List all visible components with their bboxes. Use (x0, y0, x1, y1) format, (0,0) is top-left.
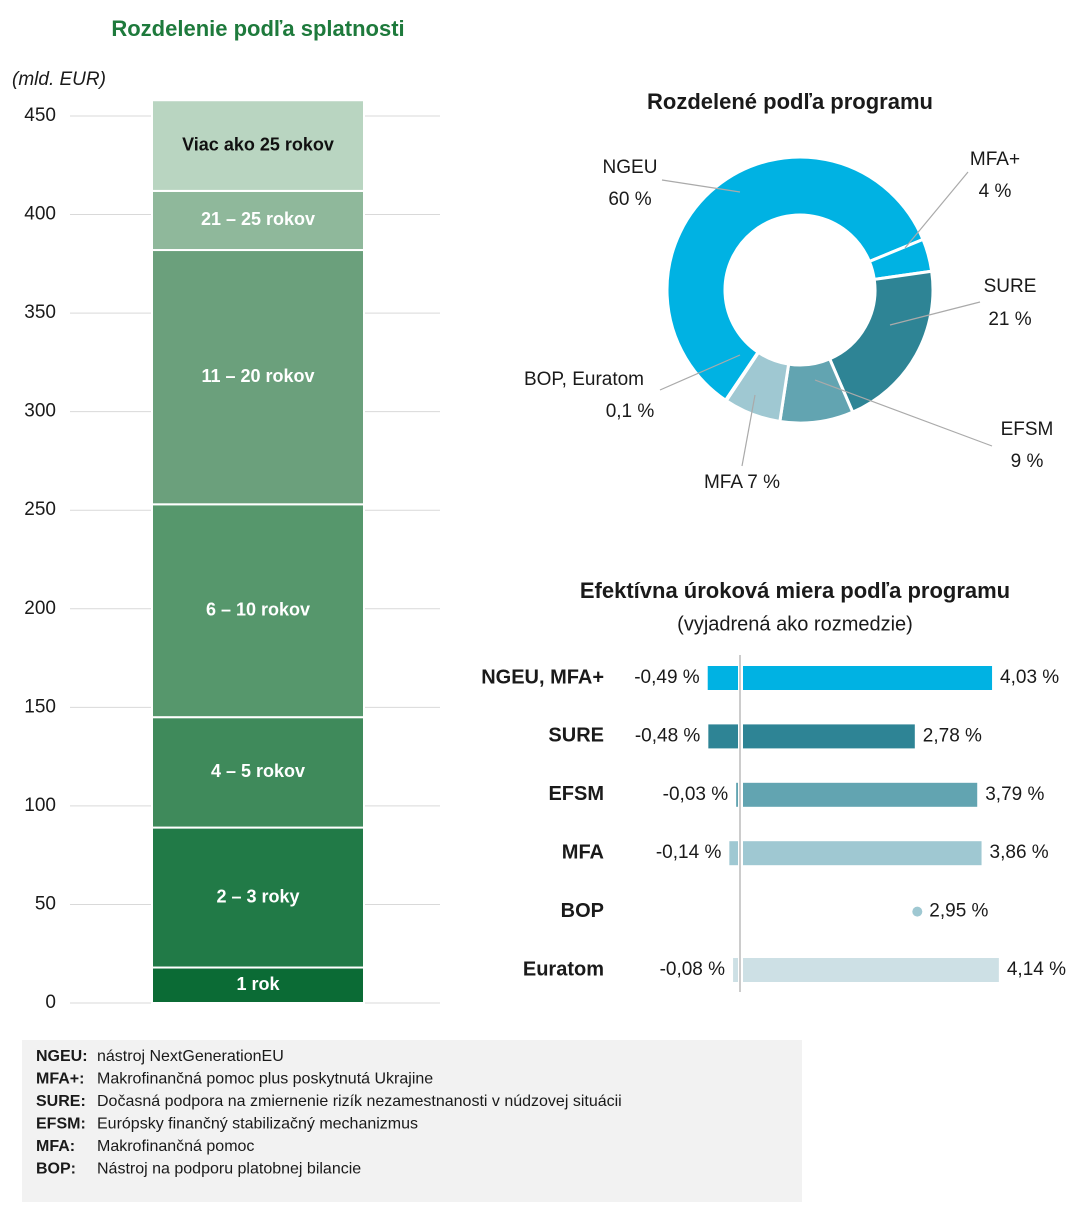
range-neg (729, 841, 738, 866)
bar-segment (151, 503, 365, 719)
bar-segment (151, 189, 365, 252)
min-label: -0,49 % (634, 667, 700, 688)
slice-name: MFA+ (970, 149, 1020, 170)
y-tick-label: 50 (35, 893, 56, 914)
range-pos (743, 958, 999, 982)
slice-name: BOP, Euratom (524, 369, 644, 390)
bar-segment (151, 716, 365, 829)
category-label: BOP (561, 900, 604, 922)
segment-label: 21 – 25 rokov (201, 209, 315, 229)
bar-segment (151, 826, 365, 969)
range-pos (743, 841, 982, 866)
leader-line (904, 171, 969, 249)
max-label: 2,78 % (923, 725, 982, 746)
donut-title: Rozdelené podľa programu (647, 89, 933, 114)
bar-title: Rozdelenie podľa splatnosti (111, 16, 404, 41)
slice-label: MFA 7 % (704, 472, 780, 493)
glossary-abbr: MFA: (36, 1138, 75, 1155)
y-tick-label: 200 (24, 598, 56, 619)
y-tick-label: 100 (24, 795, 56, 816)
max-label: 3,86 % (990, 842, 1049, 863)
min-label: -0,48 % (635, 725, 701, 746)
segment-label: 11 – 20 rokov (201, 366, 314, 386)
segment-label: 1 rok (236, 974, 280, 994)
max-label: 4,03 % (1000, 667, 1059, 688)
segment-label: 4 – 5 rokov (211, 761, 305, 781)
slice-value: 60 % (608, 189, 651, 210)
donut-slice (827, 269, 935, 415)
slice-name: NGEU (603, 157, 658, 178)
slice-value: 9 % (1011, 451, 1044, 472)
category-label: Euratom (523, 958, 604, 980)
category-label: NGEU, MFA+ (481, 666, 604, 688)
y-tick-label: 350 (24, 302, 56, 323)
range-neg (707, 666, 738, 690)
range-pos (743, 666, 993, 690)
y-tick-label: 250 (24, 499, 56, 520)
glossary-abbr: EFSM: (36, 1116, 86, 1133)
segment-label: Viac ako 25 rokov (182, 134, 334, 154)
y-tick-label: 300 (24, 401, 56, 422)
slice-name: EFSM (1001, 419, 1054, 440)
range-subtitle: (vyjadrená ako rozmedzie) (677, 613, 913, 635)
slice-value: 21 % (988, 309, 1031, 330)
slice-name: SURE (984, 276, 1037, 297)
max-label: 4,14 % (1007, 959, 1066, 980)
glossary-abbr: SURE: (36, 1093, 86, 1110)
min-label: -0,08 % (660, 959, 726, 980)
bar-segment (151, 99, 365, 192)
glossary-text: Nástroj na podporu platobnej bilancie (97, 1161, 361, 1178)
glossary-text: Európsky finančný stabilizačný mechanizm… (97, 1116, 418, 1133)
donut-slice (665, 155, 925, 403)
glossary: NGEU: nástroj NextGenerationEU MFA+: Makrof… (36, 1048, 622, 1178)
range-neg (736, 782, 738, 807)
category-label: SURE (548, 725, 604, 747)
range-pos (743, 724, 915, 749)
leader-line (661, 179, 741, 193)
range-title: Efektívna úroková miera podľa programu (580, 578, 1010, 603)
min-label: -0,03 % (663, 784, 729, 805)
bar-segment (151, 249, 365, 506)
leader-line (741, 394, 756, 467)
max-label: 3,79 % (985, 784, 1044, 805)
slice-name: MFA (704, 472, 743, 493)
glossary-abbr: BOP: (36, 1161, 76, 1178)
glossary-abbr: MFA+: (36, 1071, 84, 1088)
max-label: 2,95 % (929, 901, 988, 922)
glossary-text: Makrofinančná pomoc plus poskytnutá Ukra… (97, 1071, 433, 1088)
category-label: MFA (562, 841, 604, 863)
y-tick-label: 0 (45, 992, 56, 1013)
range-dot (912, 906, 923, 917)
glossary-text: nástroj NextGenerationEU (97, 1048, 284, 1065)
range-neg (708, 724, 738, 749)
slice-value: 0,1 % (606, 401, 655, 422)
slice-value: 4 % (979, 181, 1012, 202)
slice-value: 7 % (747, 472, 780, 493)
range-neg (733, 958, 738, 982)
donut-slice (723, 350, 761, 403)
segment-label: 6 – 10 rokov (206, 599, 310, 619)
range-pos (743, 782, 978, 807)
glossary-text: Makrofinančná pomoc (97, 1138, 254, 1155)
glossary-abbr: NGEU: (36, 1048, 88, 1065)
y-tick-label: 450 (24, 105, 56, 126)
glossary-box (22, 1040, 802, 1202)
category-label: EFSM (548, 783, 604, 805)
segment-label: 2 – 3 roky (216, 886, 299, 906)
glossary-text: Dočasná podpora na zmiernenie rizík neza… (97, 1093, 622, 1110)
bar-segment (151, 966, 365, 1005)
leader-line (889, 301, 981, 326)
leader-line (659, 354, 741, 391)
min-label: -0,14 % (656, 842, 722, 863)
y-tick-label: 150 (24, 696, 56, 717)
unit-label: (mld. EUR) (12, 69, 106, 90)
leader-line (814, 379, 993, 447)
y-tick-label: 400 (24, 204, 56, 225)
